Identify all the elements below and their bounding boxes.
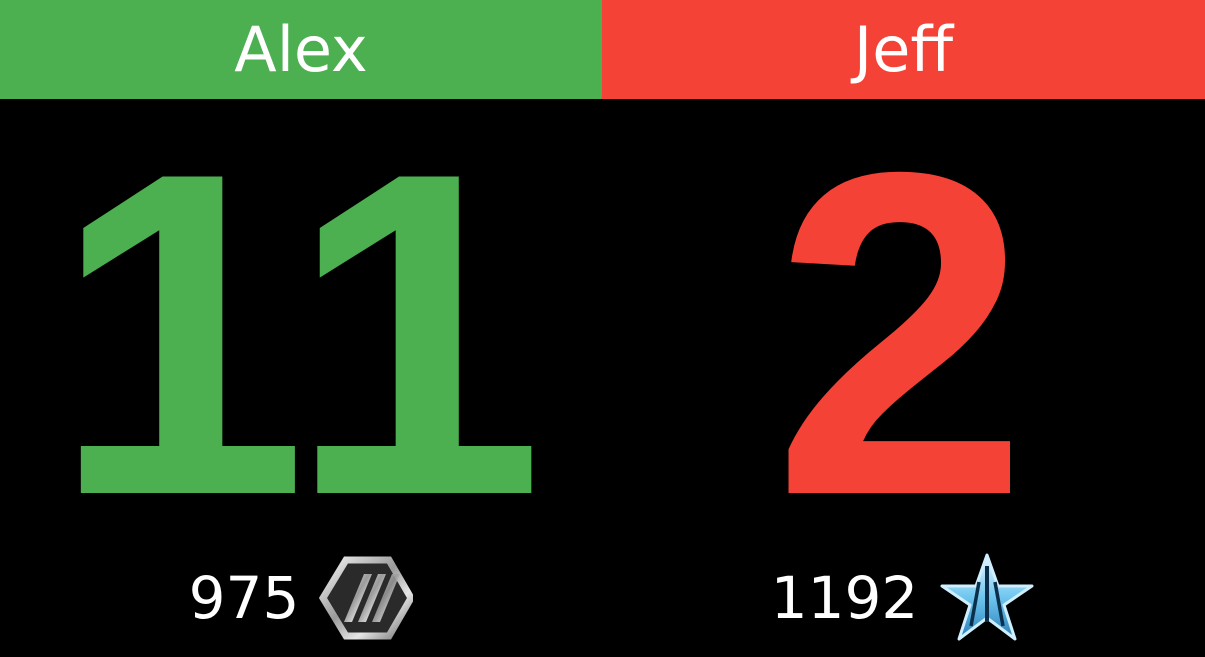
player-rating-row-right: 1192	[602, 548, 1205, 648]
player-rating-left: 975	[188, 564, 300, 632]
player-name-bar-right: Jeff	[602, 0, 1205, 99]
player-name-bar-left: Alex	[0, 0, 602, 99]
player-rating-right: 1192	[770, 564, 919, 632]
player-score-left: 11	[51, 78, 551, 591]
blue-star-rank-icon	[938, 552, 1036, 644]
player-panel-right: Jeff 2 1192	[602, 0, 1205, 657]
silver-hexagon-rank-icon	[319, 556, 414, 640]
player-name-left: Alex	[234, 12, 368, 86]
player-panel-left: Alex 11 975	[0, 0, 602, 657]
player-name-right: Jeff	[853, 12, 954, 86]
player-rating-row-left: 975	[0, 548, 602, 648]
player-score-right: 2	[772, 78, 1035, 591]
